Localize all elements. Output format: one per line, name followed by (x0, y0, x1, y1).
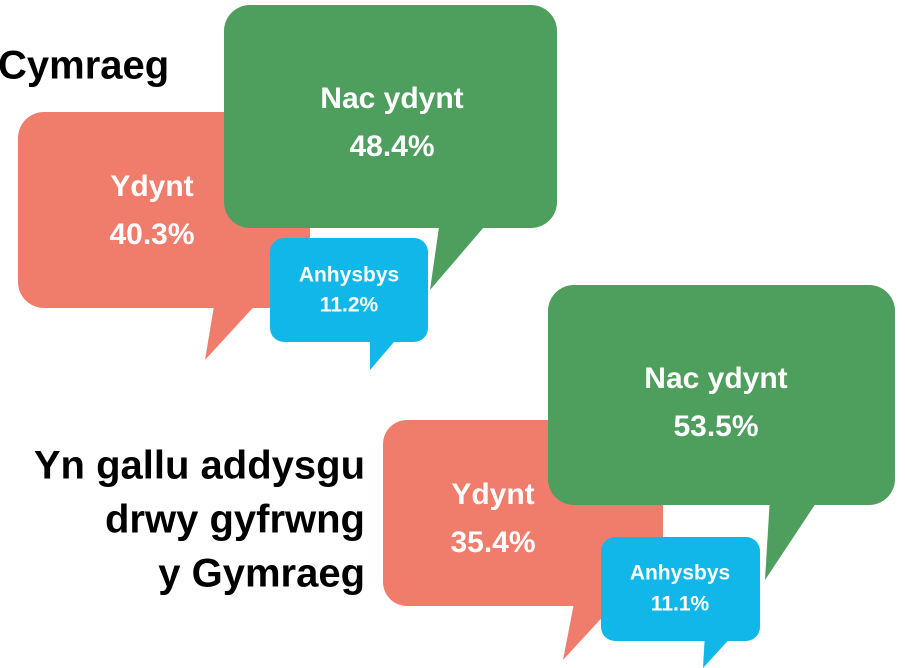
bubble-value: 35.4% (450, 526, 535, 559)
group-title: Cymraeg (0, 44, 169, 88)
group-title: drwy gyfrwng (105, 498, 365, 542)
bubble-label: Nac ydynt (644, 362, 787, 395)
bubble-value: 53.5% (673, 410, 758, 443)
bubble-no: Nac ydynt 53.5% (548, 285, 895, 580)
bubble-unknown: Anhysbys 11.1% (601, 537, 760, 668)
bubble-value: 11.1% (651, 593, 710, 616)
bubble-value: 40.3% (109, 218, 194, 251)
group-title: Yn gallu addysgu (34, 444, 365, 488)
bubble-label: Nac ydynt (320, 82, 463, 115)
bubble-label: Ydynt (110, 170, 193, 203)
bubble-unknown: Anhysbys 11.2% (270, 238, 428, 370)
bubble-no: Nac ydynt 48.4% (224, 5, 557, 290)
bubble-value: 11.2% (320, 294, 379, 317)
group-title: y Gymraeg (158, 552, 365, 596)
bubble-label: Anhysbys (299, 264, 399, 287)
bubble-label: Ydynt (451, 478, 534, 511)
bubble-value: 48.4% (349, 130, 434, 163)
bubble-label: Anhysbys (630, 562, 730, 585)
